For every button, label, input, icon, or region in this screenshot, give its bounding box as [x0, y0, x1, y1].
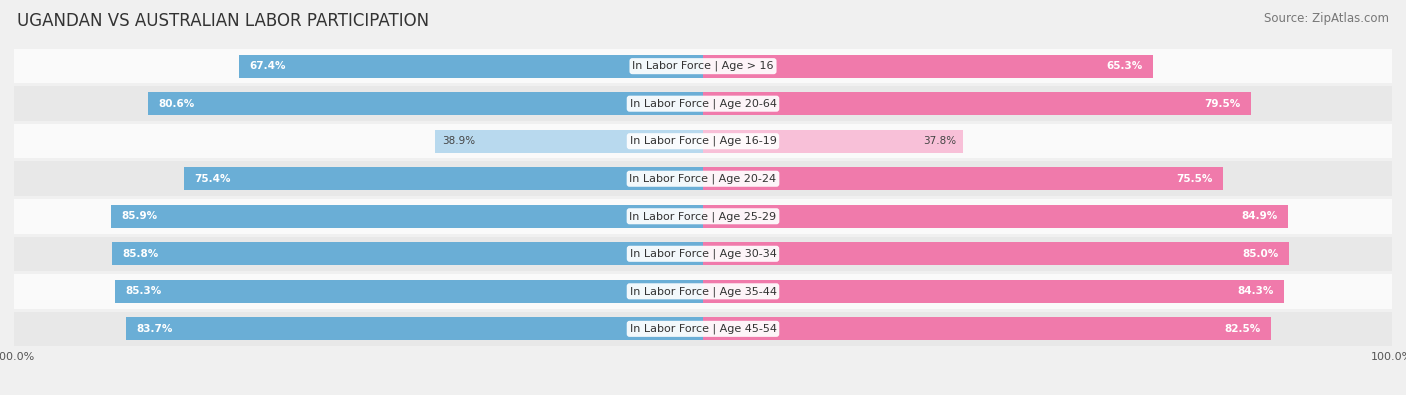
Bar	[703, 55, 1153, 78]
Text: 67.4%: 67.4%	[249, 61, 285, 71]
Bar	[14, 199, 1392, 233]
Text: 85.8%: 85.8%	[122, 249, 159, 259]
Bar	[115, 280, 703, 303]
Text: Source: ZipAtlas.com: Source: ZipAtlas.com	[1264, 12, 1389, 25]
Bar	[14, 162, 1392, 196]
Text: 84.3%: 84.3%	[1237, 286, 1274, 296]
Text: In Labor Force | Age 20-24: In Labor Force | Age 20-24	[630, 173, 776, 184]
Bar	[703, 242, 1289, 265]
Bar	[434, 130, 703, 153]
Text: In Labor Force | Age 25-29: In Labor Force | Age 25-29	[630, 211, 776, 222]
Text: In Labor Force | Age 45-54: In Labor Force | Age 45-54	[630, 324, 776, 334]
Text: 75.4%: 75.4%	[194, 174, 231, 184]
Bar	[14, 49, 1392, 83]
Bar	[112, 242, 703, 265]
Bar	[703, 167, 1223, 190]
Bar	[703, 130, 963, 153]
Bar	[14, 124, 1392, 158]
Text: 80.6%: 80.6%	[157, 99, 194, 109]
Text: 84.9%: 84.9%	[1241, 211, 1278, 221]
Text: In Labor Force | Age 16-19: In Labor Force | Age 16-19	[630, 136, 776, 147]
Text: In Labor Force | Age > 16: In Labor Force | Age > 16	[633, 61, 773, 71]
Bar	[703, 92, 1251, 115]
Text: 85.9%: 85.9%	[121, 211, 157, 221]
Bar	[14, 237, 1392, 271]
Bar	[239, 55, 703, 78]
Text: 85.3%: 85.3%	[125, 286, 162, 296]
Text: In Labor Force | Age 20-64: In Labor Force | Age 20-64	[630, 98, 776, 109]
Text: 37.8%: 37.8%	[924, 136, 956, 146]
Bar	[148, 92, 703, 115]
Bar	[703, 317, 1271, 340]
Bar	[111, 205, 703, 228]
Bar	[703, 205, 1288, 228]
Text: 82.5%: 82.5%	[1225, 324, 1261, 334]
Text: 75.5%: 75.5%	[1177, 174, 1213, 184]
Text: 65.3%: 65.3%	[1107, 61, 1143, 71]
Bar	[127, 317, 703, 340]
Bar	[184, 167, 703, 190]
Text: 38.9%: 38.9%	[441, 136, 475, 146]
Bar	[14, 312, 1392, 346]
Bar	[703, 280, 1284, 303]
Text: 85.0%: 85.0%	[1241, 249, 1278, 259]
Text: UGANDAN VS AUSTRALIAN LABOR PARTICIPATION: UGANDAN VS AUSTRALIAN LABOR PARTICIPATIO…	[17, 12, 429, 30]
Bar	[14, 87, 1392, 121]
Bar	[14, 274, 1392, 308]
Text: In Labor Force | Age 35-44: In Labor Force | Age 35-44	[630, 286, 776, 297]
Text: 79.5%: 79.5%	[1204, 99, 1240, 109]
Text: In Labor Force | Age 30-34: In Labor Force | Age 30-34	[630, 248, 776, 259]
Text: 83.7%: 83.7%	[136, 324, 173, 334]
